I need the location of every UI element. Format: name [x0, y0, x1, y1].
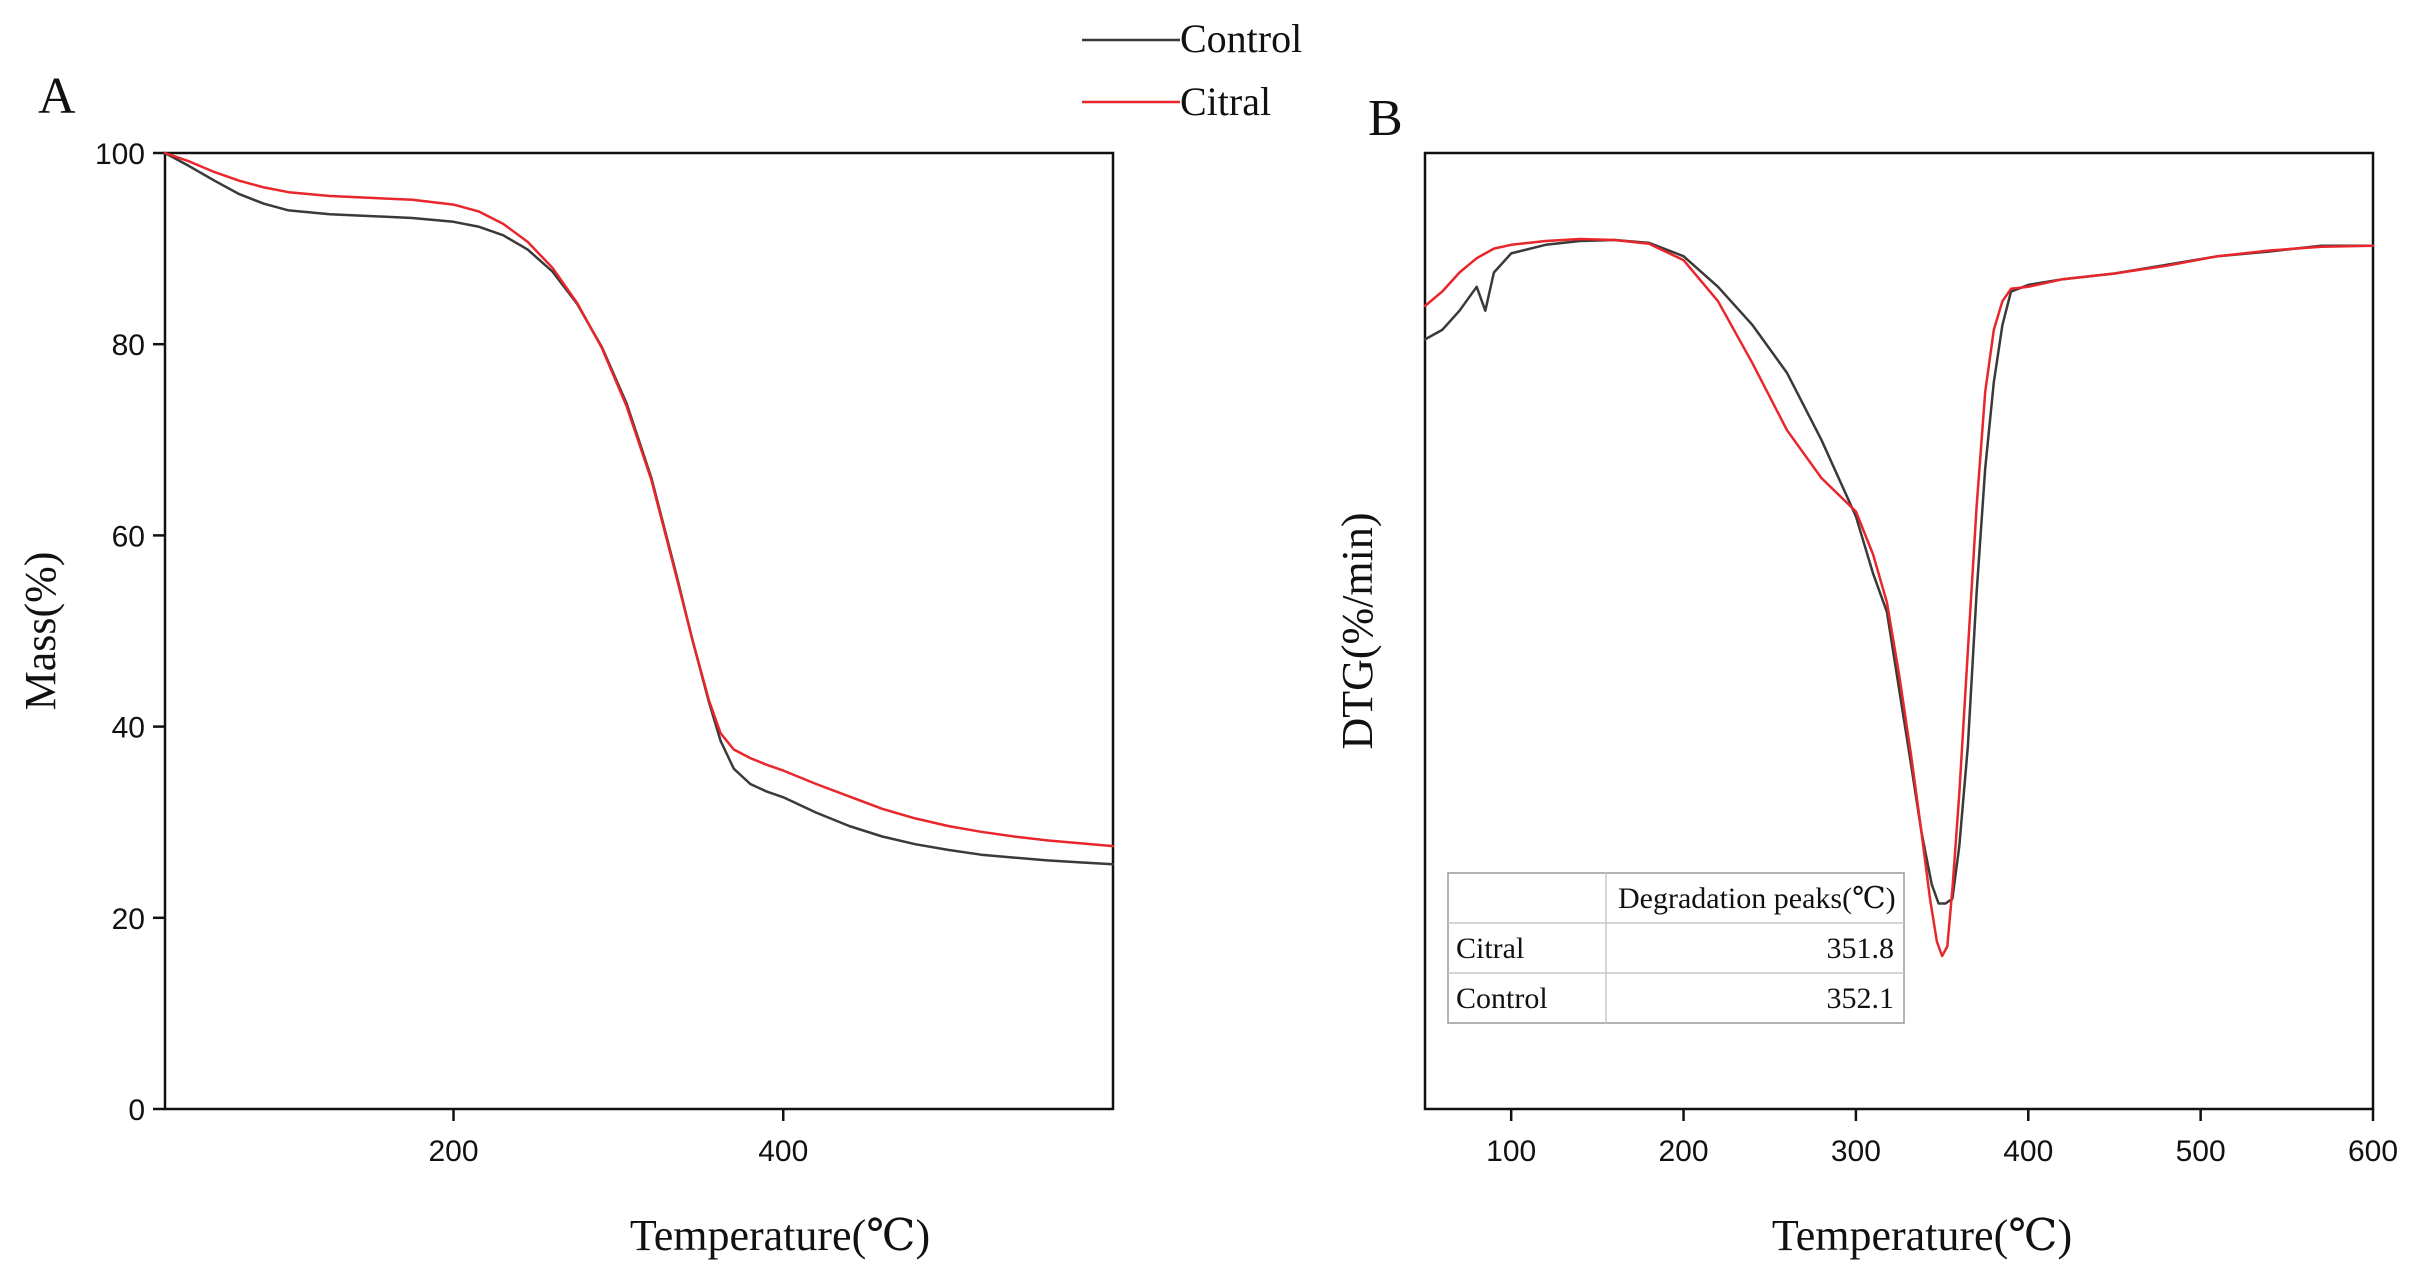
series-group-b [1423, 237, 2375, 958]
legend: Control Citral [1082, 16, 1302, 124]
x-tick-label: 400 [2003, 1135, 2053, 1168]
degradation-peaks-table: Degradation peaks(℃) Citral 351.8 Contro… [1447, 872, 1905, 1024]
series-line-citral-a [163, 151, 1115, 848]
table-cell-sample: Citral [1456, 932, 1524, 965]
x-ticks-b: 100 200 300 400 500 600 [1486, 1109, 2398, 1168]
y-tick-label: 80 [112, 329, 145, 362]
x-ticks-a: 200 400 [428, 1109, 808, 1168]
panel-label-b: B [1368, 90, 1403, 147]
x-tick-label: 100 [1486, 1135, 1536, 1168]
y-tick-label: 20 [112, 903, 145, 936]
series-line-citral-b [1423, 237, 2375, 958]
x-axis-label-a: Temperature(℃) [630, 1211, 930, 1260]
table-cell-sample: Control [1456, 982, 1548, 1015]
table-frame [1447, 872, 1905, 1024]
legend-label-control: Control [1180, 16, 1302, 61]
y-axis-label-a: Mass(%) [16, 552, 65, 711]
chart-panel-a: 0 20 40 60 80 100 200 400 Temperature(℃) Mass(… [16, 138, 1115, 1260]
x-axis-label-b: Temperature(℃) [1772, 1211, 2072, 1260]
y-ticks-a: 0 20 40 60 80 100 [95, 138, 165, 1127]
x-tick-label: 400 [758, 1135, 808, 1168]
y-tick-label: 60 [112, 520, 145, 553]
plot-frame-a [163, 151, 1115, 1111]
x-tick-label: 500 [2176, 1135, 2226, 1168]
y-axis-label-b: DTG(%/min) [1333, 512, 1382, 749]
panel-label-a: A [38, 68, 76, 125]
table-cell-peak: 351.8 [1827, 932, 1895, 965]
series-line-control-a [163, 151, 1115, 866]
table-cell-peak: 352.1 [1827, 982, 1895, 1015]
x-tick-label: 300 [1831, 1135, 1881, 1168]
x-tick-label: 600 [2348, 1135, 2398, 1168]
y-tick-label: 0 [128, 1094, 145, 1127]
x-tick-label: 200 [1659, 1135, 1709, 1168]
table-header-peaks: Degradation peaks(℃) [1618, 882, 1896, 915]
legend-label-citral: Citral [1180, 79, 1271, 124]
series-group-a [163, 151, 1115, 866]
y-tick-label: 40 [112, 712, 145, 745]
plot-frame-b [1423, 151, 2375, 1111]
chart-panel-b: 100 200 300 400 500 600 Temperature(℃) DTG(%/… [1333, 151, 2398, 1260]
y-tick-label: 100 [95, 138, 145, 171]
x-tick-label: 200 [428, 1135, 478, 1168]
series-line-control-b [1423, 238, 2375, 905]
